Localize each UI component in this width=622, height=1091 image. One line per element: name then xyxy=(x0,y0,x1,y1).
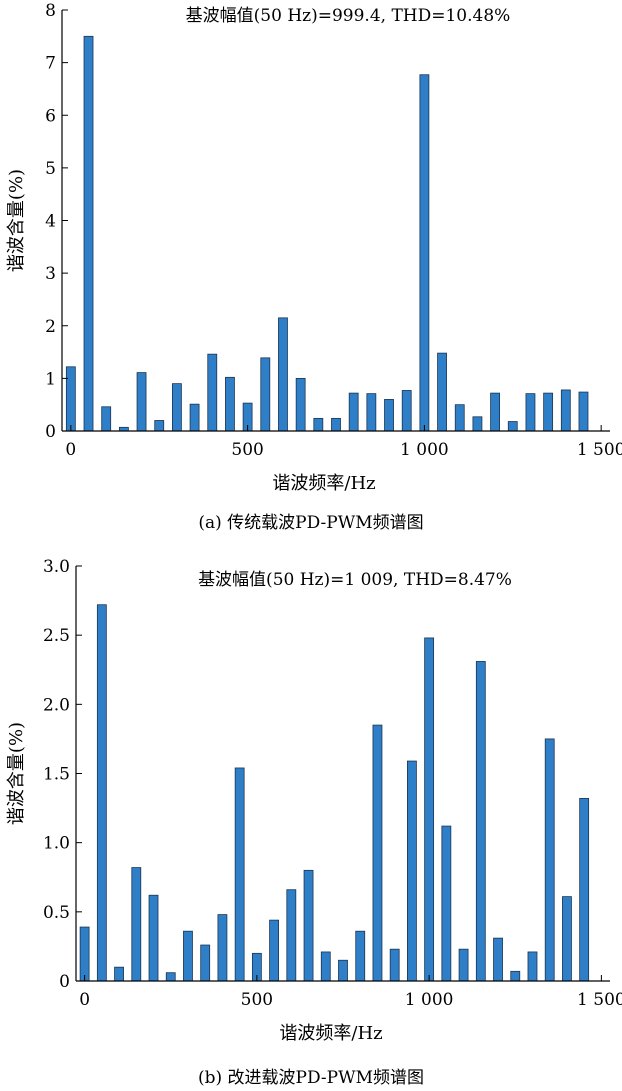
chart-b-bar xyxy=(217,914,228,982)
chart-a-bar xyxy=(295,377,306,432)
chart-b-bar xyxy=(114,966,124,982)
chart-b-bar xyxy=(562,896,572,982)
chart-a-x-axis-label: 谐波频率/Hz xyxy=(272,473,375,494)
chart-a-bar xyxy=(437,352,447,432)
chart-a-bar xyxy=(560,389,571,432)
chart-a: 0 1 2 3 4 5 6 7 8 0 500 1 000 1 500 基波幅值(50 Hz)=999.4… xyxy=(6,1,622,494)
chart-b-bar xyxy=(200,944,211,982)
chart-a-x-tick-label: 1 000 xyxy=(400,440,449,460)
chart-b-bar xyxy=(96,604,107,982)
chart-b-bar xyxy=(493,937,503,982)
chart-a-bar xyxy=(543,392,554,432)
chart-b-y-tick-label: 1.5 xyxy=(43,765,70,785)
chart-a-bar xyxy=(454,404,465,432)
chart-a-bar xyxy=(578,391,589,432)
chart-a-y-tick-label: 1 xyxy=(45,369,56,389)
chart-b-bar xyxy=(527,951,538,982)
chart-b-y-tick-label: 1.0 xyxy=(43,834,70,854)
chart-b-bar xyxy=(510,970,521,982)
chart-b-bar xyxy=(544,738,555,982)
chart-a-bar xyxy=(366,393,377,432)
chart-b-x-tick-label: 1 000 xyxy=(405,990,454,1010)
chart-a-bar xyxy=(331,417,341,432)
chart-a-bar xyxy=(83,35,94,432)
chart-b-bar xyxy=(389,948,400,982)
chart-b-y-tick-label: 0.5 xyxy=(43,903,70,923)
chart-b-bar xyxy=(372,724,383,982)
chart-b-bar xyxy=(424,637,435,982)
chart-a-bar xyxy=(136,372,147,432)
chart-a-bar xyxy=(401,390,412,432)
chart-a-y-tick-label: 3 xyxy=(45,264,56,284)
chart-a-y-tick-label: 5 xyxy=(45,159,56,179)
chart-b-x-axis-label: 谐波频率/Hz xyxy=(279,1023,382,1044)
chart-a-bar xyxy=(490,392,501,432)
figure-a: 0 1 2 3 4 5 6 7 8 0 500 1 000 1 500 基波幅值(50 Hz)=999.4… xyxy=(0,0,622,540)
chart-b-bar xyxy=(579,797,590,982)
chart-b-bar xyxy=(148,894,159,982)
chart-b-bar xyxy=(338,959,348,982)
chart-b-bar xyxy=(406,760,417,982)
chart-b-bar xyxy=(441,825,452,982)
chart-a-title: 基波幅值(50 Hz)=999.4, THD=10.48% xyxy=(186,6,511,26)
chart-a-bar xyxy=(189,403,200,432)
chart-a-y-tick-label: 4 xyxy=(45,212,56,232)
chart-b: 0 0.5 1.0 1.5 2.0 2.5 3.0 0 500 1 000 1 500 基波幅值(50… xyxy=(6,557,622,1044)
chart-a-bar xyxy=(313,417,324,432)
chart-b-y-axis-label: 谐波含量(%) xyxy=(6,722,27,825)
chart-a-x-tick-label: 500 xyxy=(231,440,263,460)
chart-b-y-tick-label: 2.5 xyxy=(43,626,70,646)
chart-a-y-axis-label: 谐波含量(%) xyxy=(6,169,27,272)
figure-b-caption: (b) 改进载波PD-PWM频谱图 xyxy=(198,1068,424,1088)
chart-b-bar xyxy=(131,867,142,982)
chart-b-bar xyxy=(79,926,90,982)
chart-b-x-tick-label: 500 xyxy=(241,990,273,1010)
figure-b: 0 0.5 1.0 1.5 2.0 2.5 3.0 0 500 1 000 1 500 基波幅值(50… xyxy=(0,540,622,1091)
chart-b-bar xyxy=(320,951,331,982)
chart-b-y-tick-label: 0 xyxy=(59,972,70,992)
chart-b-bar xyxy=(458,948,469,982)
chart-a-bar xyxy=(525,393,536,432)
chart-a-bar xyxy=(207,353,218,432)
chart-b-bar xyxy=(165,972,176,982)
chart-a-x-tick-label: 0 xyxy=(65,440,76,460)
chart-a-bar xyxy=(278,317,288,432)
chart-a-bar xyxy=(384,399,394,432)
chart-a-y-tick-label: 2 xyxy=(45,317,56,337)
chart-b-y-tick-label: 2.0 xyxy=(43,695,70,715)
chart-b-bar xyxy=(355,930,366,982)
chart-a-y-tick-label: 6 xyxy=(45,106,56,126)
chart-b-bar xyxy=(303,869,314,982)
chart-a-y-tick-label: 0 xyxy=(45,422,56,442)
chart-a-bar xyxy=(154,420,165,432)
chart-b-bar xyxy=(475,661,486,982)
chart-a-bar xyxy=(260,357,271,432)
chart-a-x-tick-label: 1 500 xyxy=(577,440,622,460)
chart-a-bar xyxy=(507,421,518,432)
chart-b-y-tick-label: 3.0 xyxy=(43,557,70,577)
chart-b-title: 基波幅值(50 Hz)=1 009, THD=8.47% xyxy=(198,570,512,590)
chart-b-x-tick-label: 1 500 xyxy=(577,990,622,1010)
chart-a-bar xyxy=(171,383,182,432)
chart-a-y-tick-label: 7 xyxy=(45,54,56,74)
chart-a-bar xyxy=(101,406,112,432)
chart-a-bar xyxy=(472,416,483,432)
chart-b-bar xyxy=(183,930,193,982)
chart-b-bar xyxy=(234,767,245,982)
chart-a-bar xyxy=(348,392,359,432)
chart-a-bar xyxy=(65,366,76,432)
chart-b-bar xyxy=(286,889,297,982)
chart-a-y-tick-label: 8 xyxy=(45,1,56,21)
figure-a-caption: (a) 传统载波PD-PWM频谱图 xyxy=(198,513,424,533)
chart-b-x-tick-label: 0 xyxy=(79,990,90,1010)
chart-b-bar xyxy=(269,919,280,982)
chart-a-bar xyxy=(419,74,430,432)
chart-a-bar xyxy=(225,376,235,432)
